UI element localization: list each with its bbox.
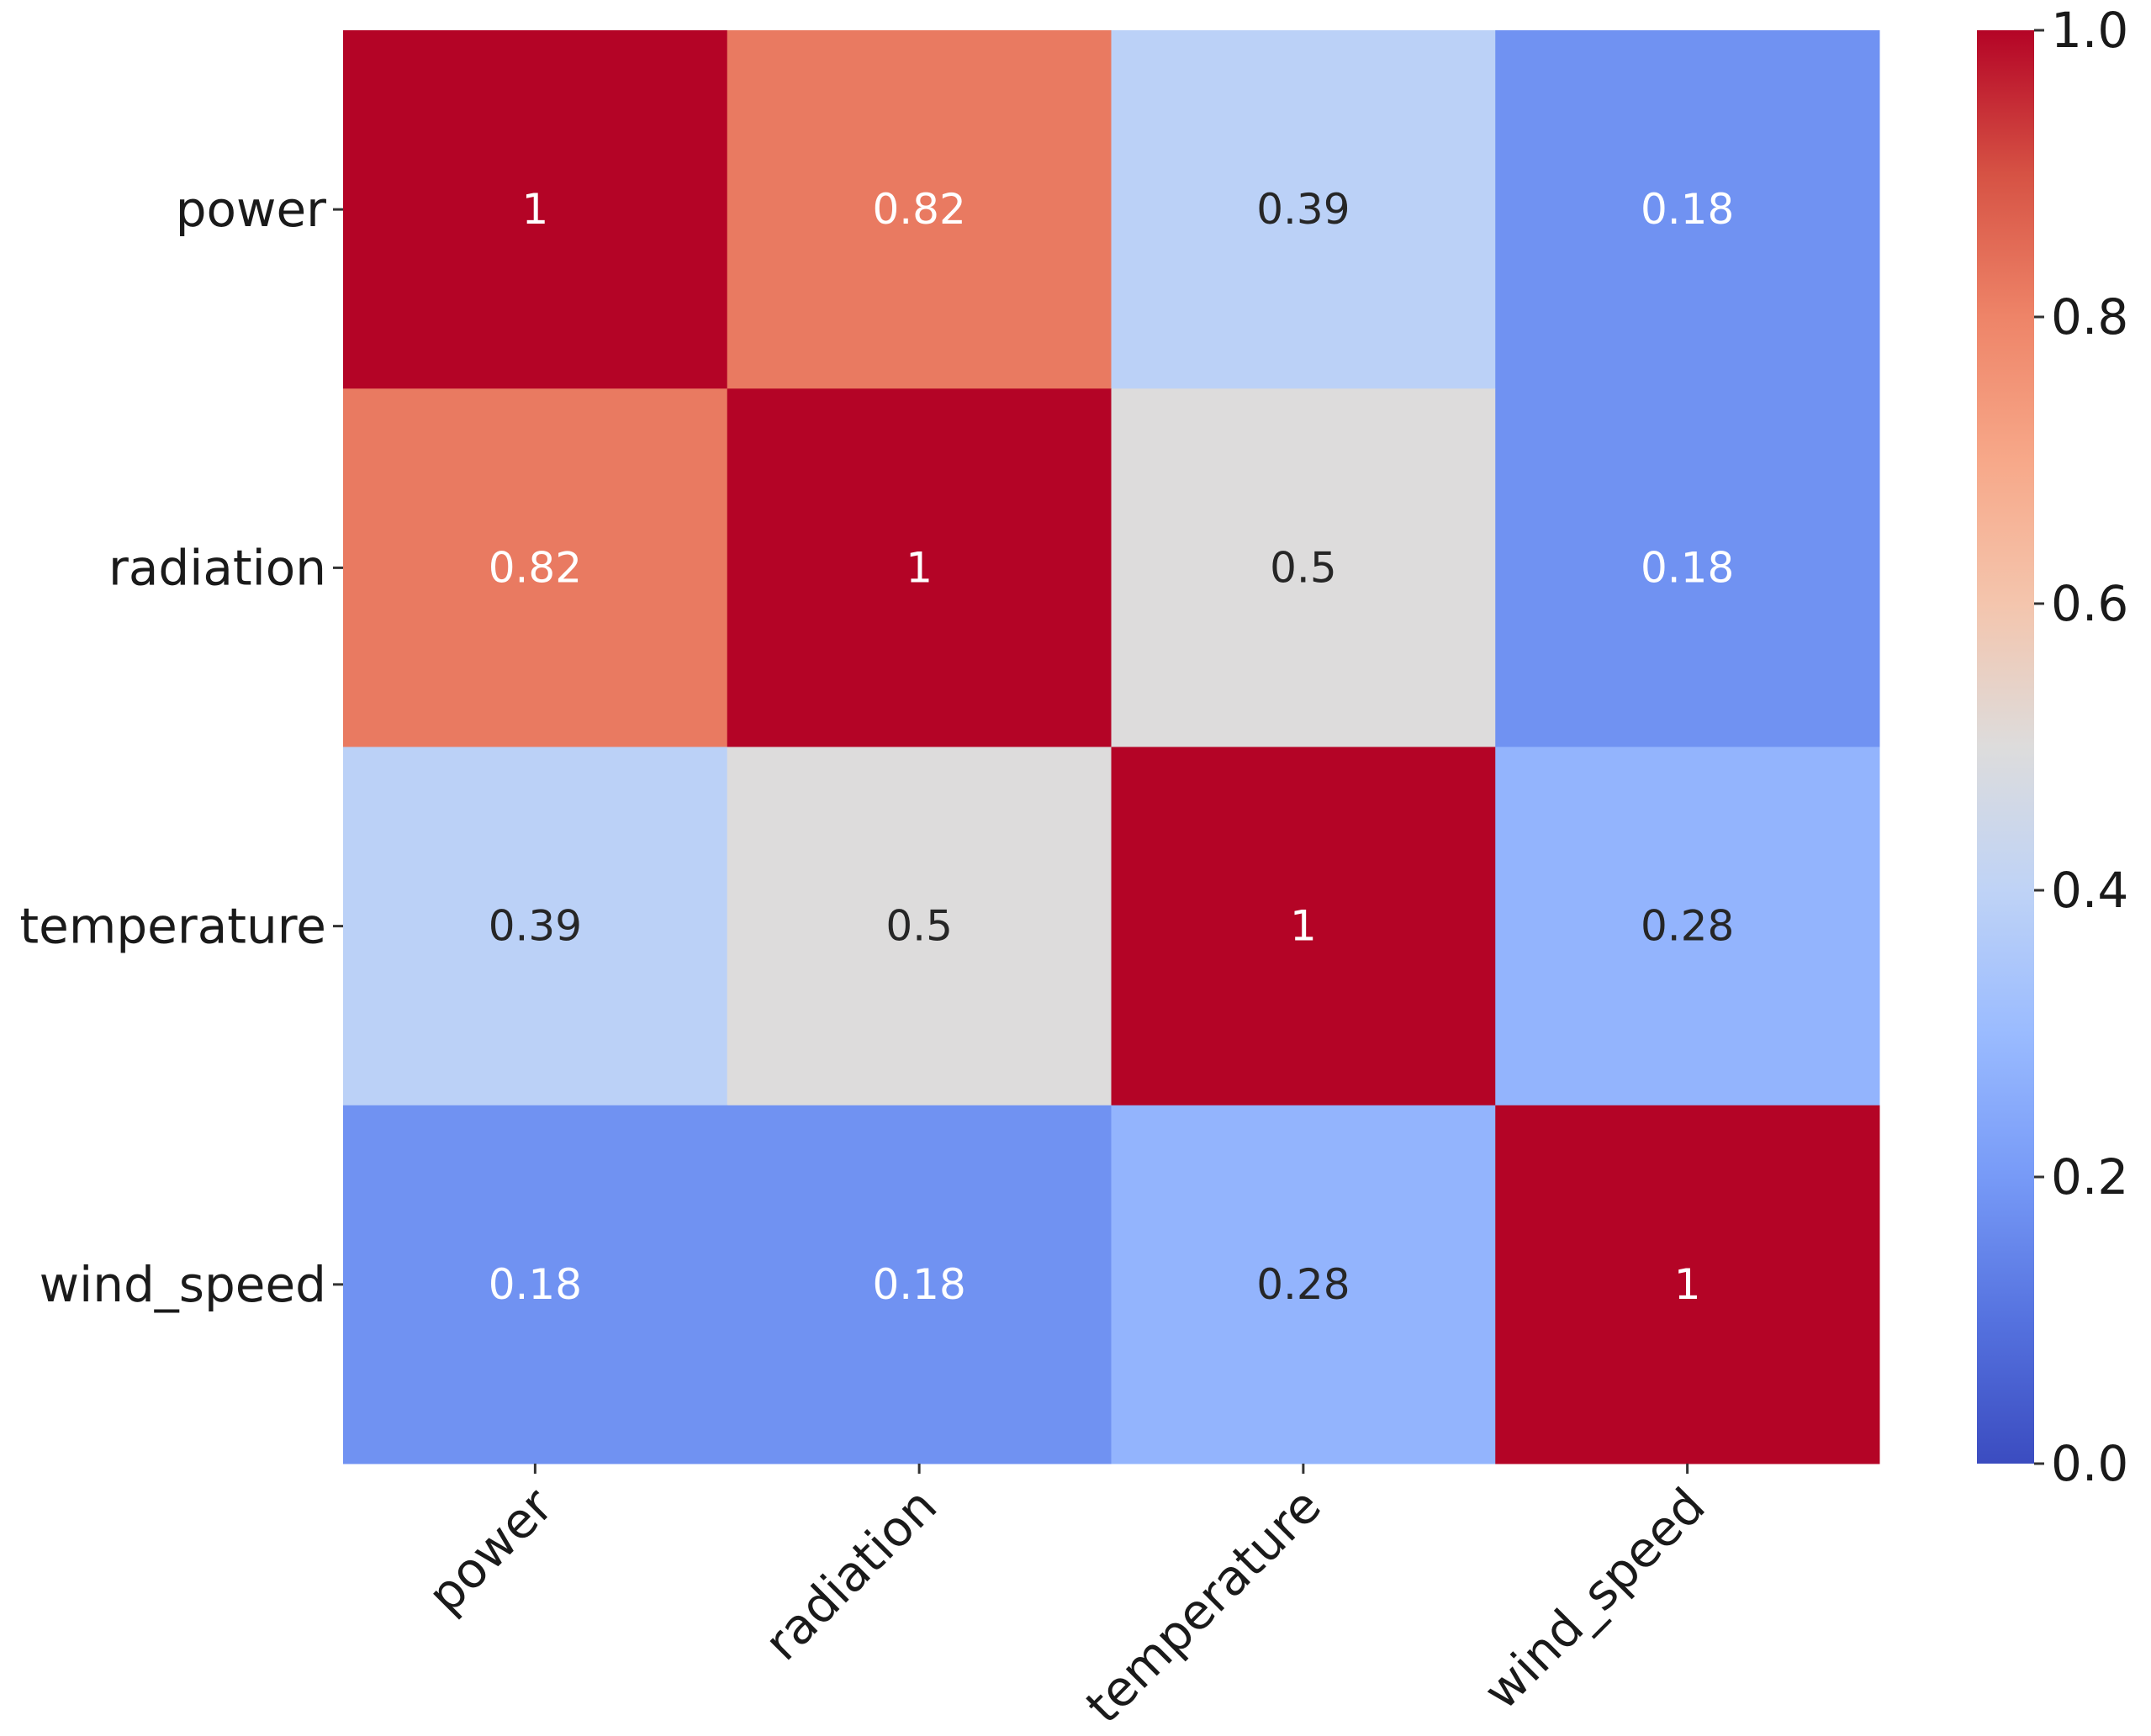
cell-annotation: 0.82 [489,543,582,592]
heatmap-cell [727,388,1112,747]
y-tick-label: power [176,181,326,238]
heatmap-cell [1495,747,1880,1106]
heatmap-cell [1111,747,1496,1106]
cell-annotation: 1 [906,543,933,592]
cell-annotation: 0.18 [489,1260,582,1309]
cell-annotation: 0.39 [1256,185,1350,234]
heatmap-cell [343,747,728,1106]
cell-annotation: 1 [521,185,548,234]
cell-annotation: 1 [1674,1260,1701,1309]
heatmap-cell [1495,388,1880,747]
colorbar-axis: 0.0 0.2 0.4 0.6 0.8 1.0 [2034,2,2128,1492]
cell-annotation: 0.82 [872,185,965,234]
colorbar-tick-label: 0.8 [2051,288,2128,346]
heatmap-cell [1495,1105,1880,1464]
cell-annotation: 0.28 [1641,902,1734,951]
x-tick-label: temperature [1075,1477,1332,1734]
heatmap-cell [1111,1105,1496,1464]
x-tick-label: power [417,1477,564,1624]
heatmap-cell [343,1105,728,1464]
colorbar-tick-label: 0.4 [2051,862,2128,919]
heatmap-cell [727,1105,1112,1464]
colorbar-tick-label: 0.6 [2051,575,2128,632]
heatmap-cell [1111,388,1496,747]
heatmap-cell [343,388,728,747]
y-tick-label: wind_speed [40,1256,326,1313]
cell-annotation: 0.28 [1256,1260,1350,1309]
heatmap-cells: 1 0.82 0.39 0.18 0.82 1 0.5 0.18 0.39 0.5 1 0.28 0.1… [343,30,1880,1464]
heatmap-cell [727,30,1112,389]
cell-annotation: 0.39 [489,902,582,951]
colorbar-tick-label: 1.0 [2051,2,2128,59]
cell-annotation: 1 [1290,902,1317,951]
colorbar-tick-label: 0.0 [2051,1435,2128,1492]
y-tick-label: temperature [19,898,326,955]
heatmap-cell [1111,30,1496,389]
cell-annotation: 0.18 [1641,543,1734,592]
colorbar-tick-label: 0.2 [2051,1148,2128,1206]
x-axis: power radiation temperature wind_speed [417,1464,1716,1734]
heatmap-cell [1495,30,1880,389]
heatmap-cell [727,747,1112,1106]
x-tick-label: wind_speed [1472,1477,1715,1720]
cell-annotation: 0.5 [885,902,953,951]
heatmap-cell [343,30,728,389]
cell-annotation: 0.18 [872,1260,965,1309]
colorbar [1977,30,2034,1464]
y-axis: power radiation temperature wind_speed [19,181,343,1313]
y-tick-label: radiation [108,539,326,596]
cell-annotation: 0.18 [1641,185,1734,234]
x-tick-label: radiation [753,1477,948,1671]
cell-annotation: 0.5 [1270,543,1337,592]
